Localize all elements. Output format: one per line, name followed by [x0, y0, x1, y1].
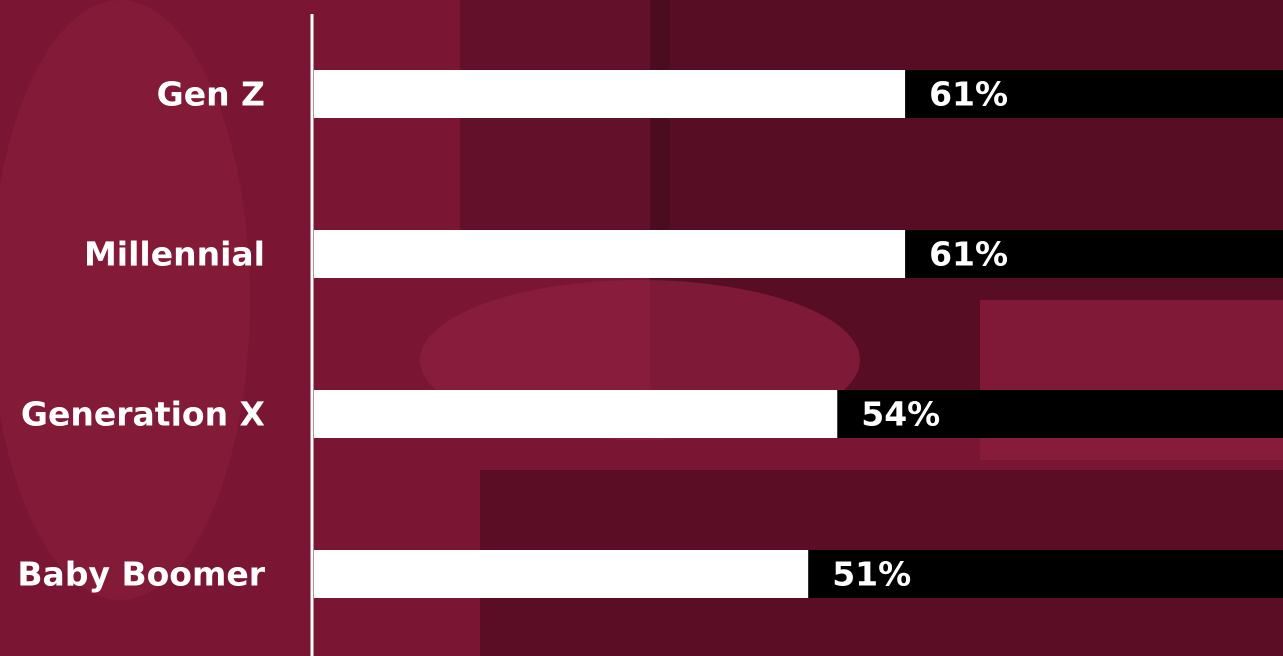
value-label: 61%: [929, 235, 1008, 274]
bar: [314, 390, 838, 438]
value-label: 54%: [861, 395, 940, 434]
category-label: Baby Boomer: [17, 555, 265, 594]
bar: [314, 550, 809, 598]
category-label: Gen Z: [157, 75, 265, 114]
category-label: Generation X: [21, 395, 265, 434]
value-label: 61%: [929, 75, 1008, 114]
bar: [314, 70, 906, 118]
plot-area: Gen Z 61% Millennial 61% Generation X 54% Baby…: [17, 70, 1283, 598]
bar: [314, 230, 906, 278]
value-label: 51%: [832, 555, 911, 594]
category-label: Millennial: [84, 235, 265, 274]
